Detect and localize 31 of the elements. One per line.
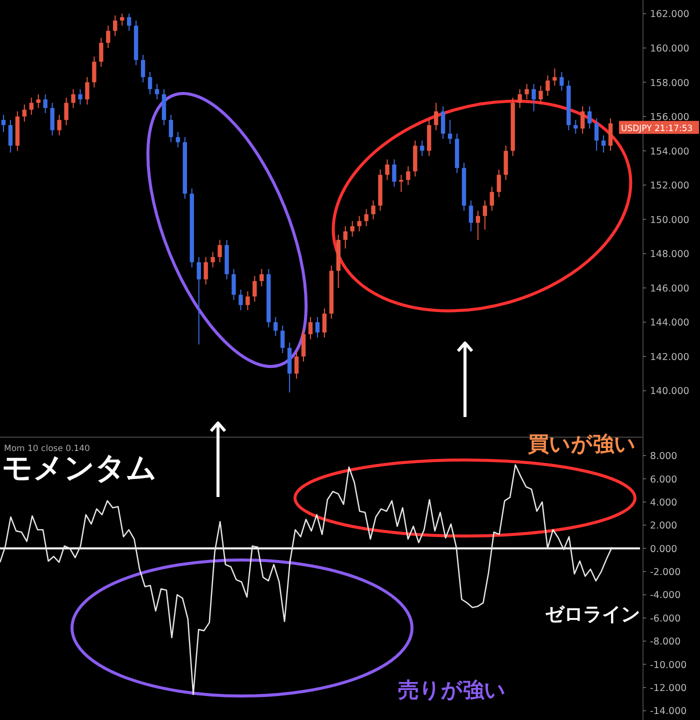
y-tick-label: -4.000 — [650, 590, 681, 602]
y-tick-label: 144.000 — [650, 318, 690, 329]
y-tick-label: 8.000 — [650, 451, 678, 462]
y-tick-label: 146.000 — [650, 283, 690, 294]
y-tick-label: 140.000 — [650, 386, 690, 398]
y-tick-label: 150.000 — [650, 214, 690, 226]
annotation: Mom 10 close 0.140 — [4, 444, 90, 454]
y-tick-label: -2.000 — [650, 567, 681, 578]
y-tick-label: 0.000 — [650, 544, 678, 555]
y-tick-label: -6.000 — [650, 613, 681, 624]
y-tick-label: 2.000 — [650, 520, 678, 532]
y-tick-label: 156.000 — [650, 112, 690, 124]
y-tick-label: 148.000 — [650, 249, 690, 260]
y-tick-label: 4.000 — [650, 497, 678, 508]
ref-line-label: ゼロライン — [545, 603, 640, 626]
annotation: 売りが強い — [398, 678, 506, 702]
y-tick-label: -10.000 — [650, 660, 687, 671]
y-tick-label: -14.000 — [650, 706, 687, 718]
y-tick-label: 160.000 — [650, 43, 690, 54]
annotation: モメンタム — [2, 451, 157, 486]
price-tag: USDJPY 21:17:53 — [619, 120, 699, 134]
y-tick-label: 158.000 — [650, 78, 690, 89]
annotation: 買いが強い — [527, 432, 636, 456]
y-tick-label: -12.000 — [650, 683, 687, 694]
y-tick-label: 152.000 — [650, 180, 690, 192]
y-tick-label: 142.000 — [650, 352, 690, 363]
y-tick-label: 162.000 — [650, 9, 690, 20]
y-tick-label: 6.000 — [650, 474, 678, 486]
ref-line: ゼロライン — [0, 547, 640, 626]
y-tick-label: 154.000 — [650, 146, 690, 158]
y-tick-label: -8.000 — [650, 636, 681, 648]
